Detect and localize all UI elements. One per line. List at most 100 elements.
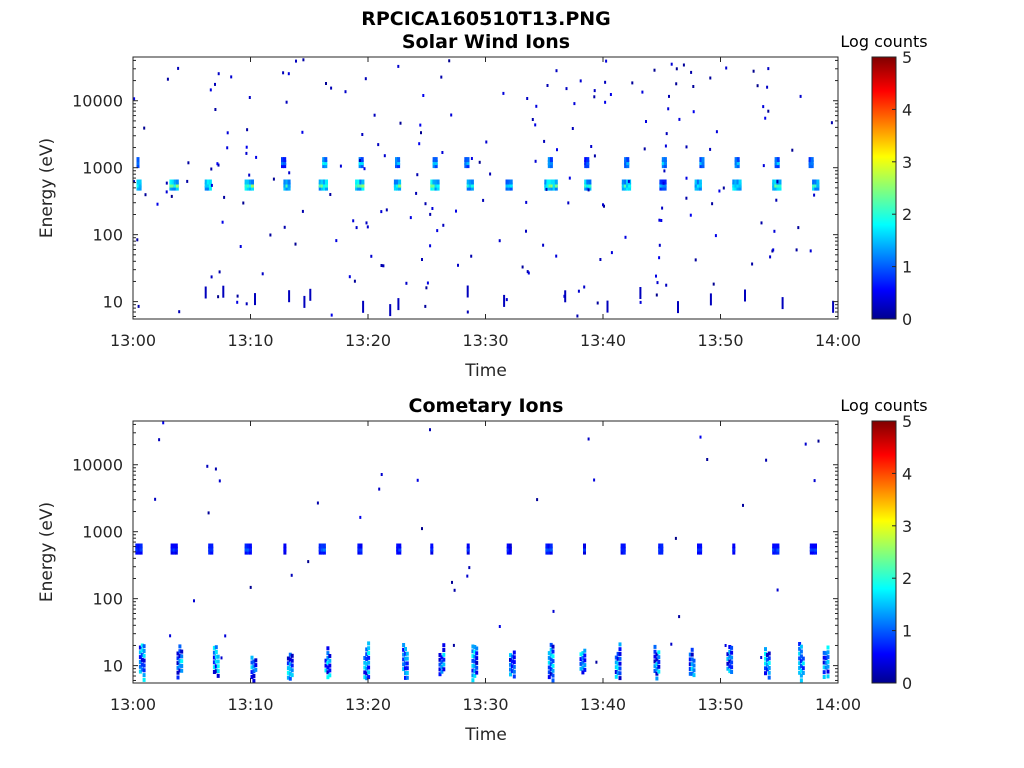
data-cell [816,179,820,185]
data-cell [826,650,830,655]
data-cell [405,281,408,285]
data-cell [178,654,182,659]
data-cell [510,659,514,664]
data-cell [409,216,412,220]
data-cell [736,182,740,188]
data-cell [614,665,618,670]
data-cell [473,673,477,678]
data-cell [281,157,284,163]
data-cell [470,179,474,185]
data-cell [549,163,553,169]
data-cell [355,226,358,230]
colorbar-tick-label: 4 [902,464,912,483]
data-cell [489,172,492,176]
data-cell [623,182,627,188]
data-cell [365,676,369,681]
data-cell [174,546,178,552]
data-cell [138,179,142,185]
data-cell [426,281,429,285]
data-cell [798,661,802,666]
data-cell [543,139,546,143]
data-cell [214,645,218,650]
colorbar: 0 1 2 3 4 5 [871,48,912,329]
data-cell [799,94,802,98]
data-cell [799,644,803,649]
data-cell [658,256,661,260]
data-cell [778,179,782,185]
data-cell [579,666,583,671]
data-cell [811,546,815,552]
data-cell [464,160,468,166]
data-cell [774,157,778,163]
data-cell [726,652,730,657]
data-cell [466,182,470,188]
data-cell [468,182,472,188]
data-cell [762,164,765,168]
data-cell [175,182,179,188]
data-cell [797,226,800,230]
data-cell [778,185,782,191]
data-cell [214,467,217,471]
data-cell [764,661,767,666]
data-cell [639,300,642,304]
data-cell [621,185,625,191]
data-cell [547,665,551,670]
data-cell [588,179,592,185]
data-cell [583,285,586,289]
data-cell [396,546,400,552]
data-cell [775,198,778,202]
data-cell [140,662,144,667]
data-cell [470,254,473,258]
data-cell [432,160,436,166]
data-cell [246,182,250,188]
data-cell [551,668,555,673]
data-cell [509,672,512,677]
data-cell [685,176,688,180]
data-cell [471,663,475,668]
data-cell [605,59,608,63]
data-cell [136,182,140,188]
data-cell [581,655,585,660]
data-cell [166,77,169,81]
data-cell [614,670,618,674]
data-cell [503,294,506,307]
data-cell [283,157,287,163]
data-cell [628,182,632,188]
data-cell [360,163,364,169]
data-cell [405,651,409,656]
data-cell [404,666,407,671]
data-cell [367,641,371,646]
data-cell [364,77,367,81]
data-cell [360,160,364,166]
data-cell [248,96,251,99]
data-cell [718,189,721,193]
data-cell [696,179,700,185]
data-cell [510,669,514,674]
data-cell [583,658,587,663]
data-cell [325,182,328,188]
data-cell [176,656,180,661]
data-cell [398,182,402,188]
data-cell [764,647,767,652]
data-cell [699,160,703,166]
data-cell [326,670,330,675]
data-cell [765,662,769,667]
data-cell [808,160,812,166]
data-cell [216,654,220,659]
colorbar-tick-label: 2 [902,205,912,224]
data-cell [328,673,332,678]
data-cell [288,657,292,662]
data-cell [583,663,587,668]
data-cell [251,182,254,188]
data-cell [658,543,662,549]
data-cell [655,652,659,657]
data-cell [547,157,551,163]
data-cell [142,677,146,682]
data-cell [136,163,140,169]
data-cell [626,179,629,185]
data-cell [175,179,179,185]
data-cell [552,182,556,188]
data-cell [357,543,361,549]
data-cell [799,659,803,664]
data-cell [584,163,588,169]
